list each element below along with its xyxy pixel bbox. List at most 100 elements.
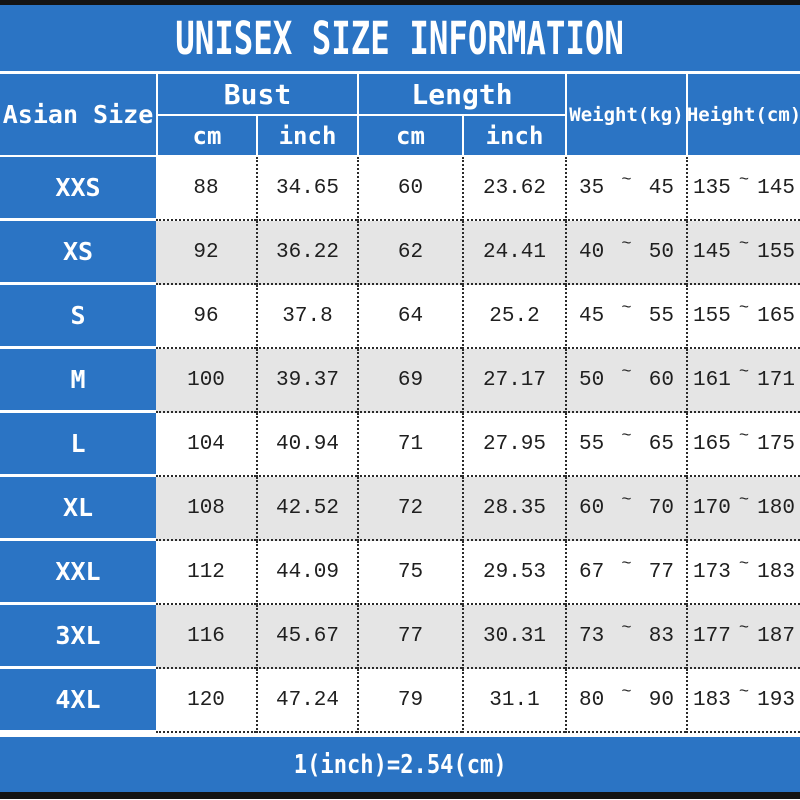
length-cm-value: 72 (357, 477, 462, 541)
header-weight: Weight(kg) (565, 74, 686, 155)
length-inch-value: 24.41 (462, 221, 565, 285)
inch-cm-conversion-note: 1(inch)=2.54(cm) (293, 749, 507, 780)
size-label: S (0, 285, 156, 349)
bust-inch-value: 45.67 (256, 605, 357, 669)
bust-cm-value: 100 (156, 349, 256, 413)
bust-inch-value: 36.22 (256, 221, 357, 285)
bust-inch-value: 37.8 (256, 285, 357, 349)
bust-cm-value: 112 (156, 541, 256, 605)
length-cm-value: 69 (357, 349, 462, 413)
height-range: 145 ~155 (686, 221, 800, 285)
size-table-body: XXS 88 34.65 60 23.62 35 ~45 135 ~145 XS 9… (0, 157, 800, 733)
length-cm-value: 64 (357, 285, 462, 349)
tilde-separator: ~ (621, 234, 632, 254)
length-inch-value: 28.35 (462, 477, 565, 541)
bust-cm-value: 92 (156, 221, 256, 285)
bust-inch-value: 40.94 (256, 413, 357, 477)
size-label: M (0, 349, 156, 413)
bust-inch-value: 39.37 (256, 349, 357, 413)
size-label: L (0, 413, 156, 477)
length-cm-value: 71 (357, 413, 462, 477)
tilde-separator: ~ (738, 554, 750, 574)
bust-cm-value: 120 (156, 669, 256, 733)
length-inch-value: 25.2 (462, 285, 565, 349)
tilde-separator: ~ (621, 426, 632, 446)
size-label: XL (0, 477, 156, 541)
table-row-xxs: XXS 88 34.65 60 23.62 35 ~45 135 ~145 (0, 157, 800, 221)
size-label: 4XL (0, 669, 156, 733)
weight-range: 40 ~50 (565, 221, 686, 285)
weight-range: 50 ~60 (565, 349, 686, 413)
tilde-separator: ~ (738, 490, 750, 510)
tilde-separator: ~ (738, 426, 750, 446)
bottom-black-bar (0, 792, 800, 799)
table-row-3xl: 3XL 116 45.67 77 30.31 73 ~83 177 ~187 (0, 605, 800, 669)
table-row-xs: XS 92 36.22 62 24.41 40 ~50 145 ~155 (0, 221, 800, 285)
length-inch-value: 29.53 (462, 541, 565, 605)
header-length-cm: cm (357, 116, 462, 155)
bust-cm-value: 96 (156, 285, 256, 349)
bust-cm-value: 88 (156, 157, 256, 221)
size-label: XS (0, 221, 156, 285)
tilde-separator: ~ (738, 362, 750, 382)
weight-range: 55 ~65 (565, 413, 686, 477)
top-black-bar (0, 0, 800, 5)
length-inch-value: 23.62 (462, 157, 565, 221)
tilde-separator: ~ (738, 234, 750, 254)
bust-cm-value: 108 (156, 477, 256, 541)
tilde-separator: ~ (621, 170, 632, 190)
length-cm-value: 75 (357, 541, 462, 605)
conversion-note-banner: 1(inch)=2.54(cm) (0, 737, 800, 792)
table-row-l: L 104 40.94 71 27.95 55 ~65 165 ~175 (0, 413, 800, 477)
title-banner: UNISEX SIZE INFORMATION (0, 5, 800, 74)
height-range: 155 ~165 (686, 285, 800, 349)
header-asian-size: Asian Size (2, 100, 154, 129)
tilde-separator: ~ (738, 682, 750, 702)
tilde-separator: ~ (621, 618, 632, 638)
weight-range: 45 ~55 (565, 285, 686, 349)
length-inch-value: 31.1 (462, 669, 565, 733)
tilde-separator: ~ (621, 362, 632, 382)
header-bust-inch: inch (256, 116, 357, 155)
header-bust-cm: cm (156, 116, 256, 155)
length-cm-value: 79 (357, 669, 462, 733)
table-row-xxl: XXL 112 44.09 75 29.53 67 ~77 173 ~183 (0, 541, 800, 605)
height-range: 165 ~175 (686, 413, 800, 477)
bust-inch-value: 44.09 (256, 541, 357, 605)
height-range: 135 ~145 (686, 157, 800, 221)
header-length-group: Length (357, 74, 565, 116)
size-label: 3XL (0, 605, 156, 669)
height-range: 177 ~187 (686, 605, 800, 669)
length-cm-value: 77 (357, 605, 462, 669)
page-title: UNISEX SIZE INFORMATION (175, 11, 625, 65)
table-row-xl: XL 108 42.52 72 28.35 60 ~70 170 ~180 (0, 477, 800, 541)
weight-range: 60 ~70 (565, 477, 686, 541)
length-cm-value: 62 (357, 221, 462, 285)
height-range: 161 ~171 (686, 349, 800, 413)
height-range: 183 ~193 (686, 669, 800, 733)
weight-range: 73 ~83 (565, 605, 686, 669)
bust-inch-value: 34.65 (256, 157, 357, 221)
weight-range: 67 ~77 (565, 541, 686, 605)
bust-inch-value: 47.24 (256, 669, 357, 733)
bust-inch-value: 42.52 (256, 477, 357, 541)
height-range: 173 ~183 (686, 541, 800, 605)
length-cm-value: 60 (357, 157, 462, 221)
bust-cm-value: 116 (156, 605, 256, 669)
tilde-separator: ~ (738, 170, 750, 190)
header-bust-group: Bust (156, 74, 357, 116)
tilde-separator: ~ (738, 618, 750, 638)
table-row-m: M 100 39.37 69 27.17 50 ~60 161 ~171 (0, 349, 800, 413)
table-row-4xl: 4XL 120 47.24 79 31.1 80 ~90 183 ~193 (0, 669, 800, 733)
tilde-separator: ~ (738, 298, 750, 318)
size-label: XXL (0, 541, 156, 605)
length-inch-value: 27.95 (462, 413, 565, 477)
bust-cm-value: 104 (156, 413, 256, 477)
tilde-separator: ~ (621, 490, 632, 510)
size-label: XXS (0, 157, 156, 221)
header-height: Height(cm) (686, 74, 800, 155)
tilde-separator: ~ (621, 682, 632, 702)
header-length-inch: inch (462, 116, 565, 155)
table-row-s: S 96 37.8 64 25.2 45 ~55 155 ~165 (0, 285, 800, 349)
tilde-separator: ~ (621, 298, 632, 318)
